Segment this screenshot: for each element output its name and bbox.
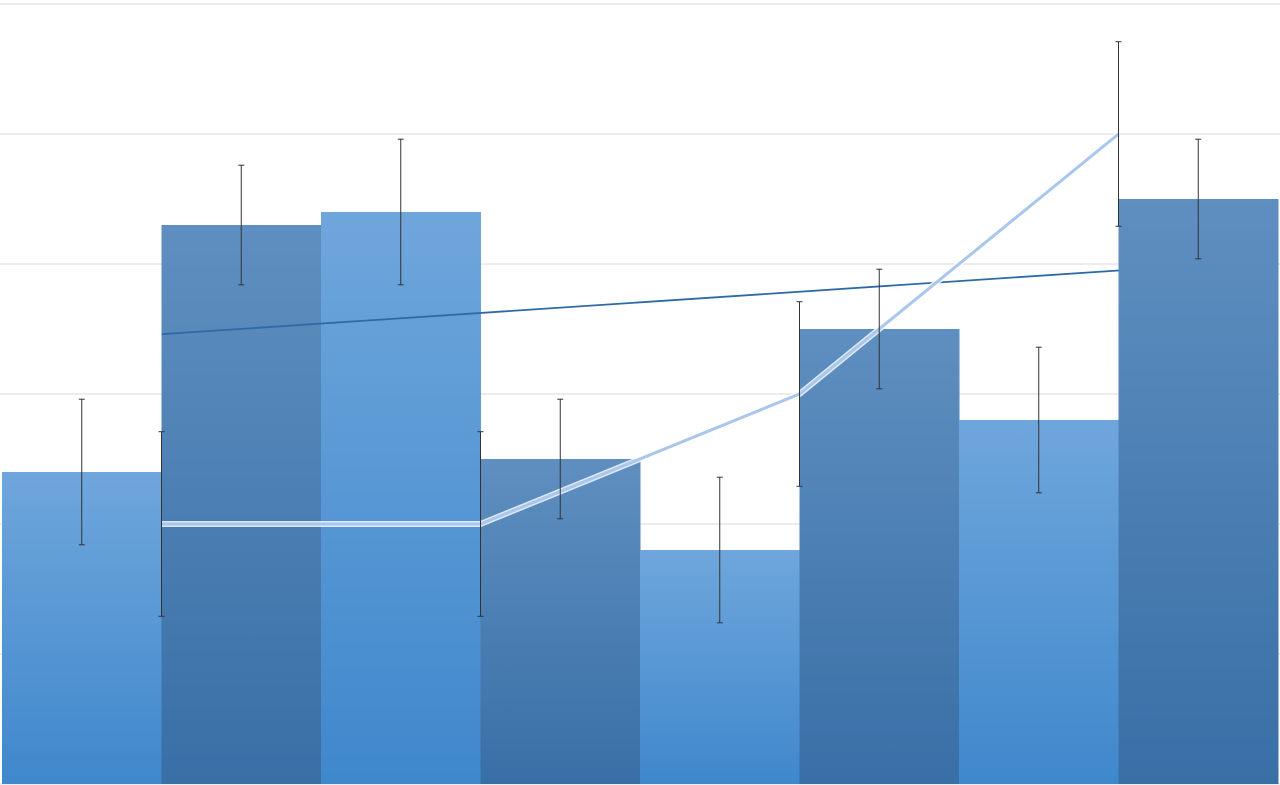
error-bars — [78, 41, 1202, 624]
line-path — [161, 132, 1120, 526]
line-series — [161, 131, 1121, 527]
bar — [161, 225, 322, 784]
trendline — [161, 269, 1119, 336]
bar — [321, 212, 481, 784]
bar-series — [2, 199, 1279, 784]
bar — [1118, 199, 1279, 784]
bar — [799, 329, 960, 784]
trendline-path — [161, 269, 1119, 336]
